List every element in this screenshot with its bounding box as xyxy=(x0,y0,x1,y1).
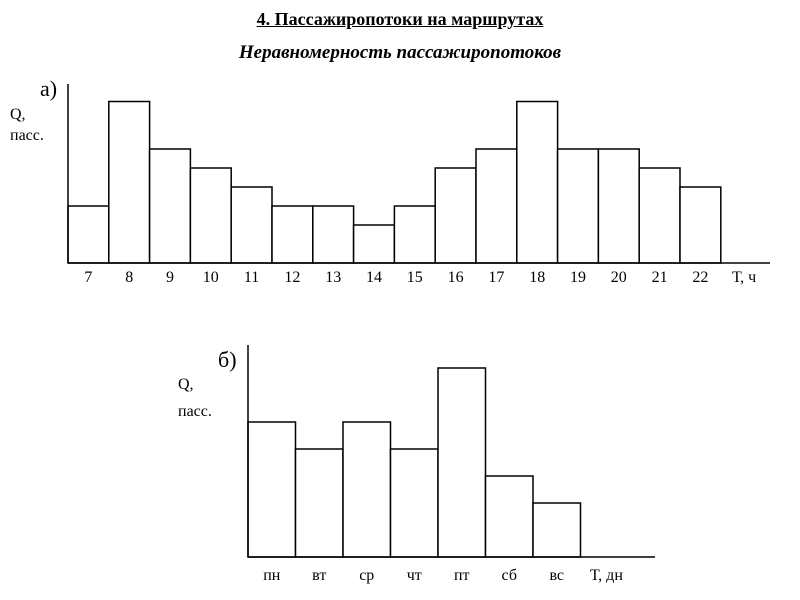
ylabel-a-unit: пасс. xyxy=(10,127,44,144)
hourly-bar xyxy=(108,100,151,264)
hourly-bar xyxy=(148,148,192,264)
weekly-tick-label: вт xyxy=(312,567,326,584)
chart-weekly: б) Q, пасс. Т, дн пн вт ср чт пт сб вс xyxy=(178,345,655,584)
hourly-bar xyxy=(434,167,477,264)
weekly-tick-label: ср xyxy=(359,567,374,584)
weekly-tick-label: вс xyxy=(549,567,564,584)
ylabel-b-unit: пасс. xyxy=(178,403,212,420)
hourly-tick-label: 9 xyxy=(166,269,174,286)
hourly-tick-label: 7 xyxy=(84,269,92,286)
hourly-bar xyxy=(352,224,396,264)
weekly-bar xyxy=(532,502,582,558)
weekly-tick-label: пт xyxy=(454,567,470,584)
hourly-tick-label: 15 xyxy=(407,269,423,286)
weekly-bar xyxy=(294,448,344,558)
panel-label-a: а) xyxy=(40,76,57,101)
hourly-tick-label: 16 xyxy=(448,269,464,286)
bars-weekly xyxy=(247,367,582,558)
hourly-bar xyxy=(638,167,681,264)
hourly-bar xyxy=(679,186,722,264)
hourly-tick-label: 10 xyxy=(203,269,219,286)
hourly-tick-label: 21 xyxy=(652,269,668,286)
ylabel-b-q: Q, xyxy=(178,376,194,393)
hourly-tick-label: 18 xyxy=(529,269,545,286)
hourly-bar xyxy=(230,186,273,264)
hourly-tick-label: 13 xyxy=(325,269,341,286)
hourly-bar xyxy=(475,148,518,264)
panel-label-b: б) xyxy=(218,347,237,372)
weekly-tick-label: пн xyxy=(263,567,281,584)
hourly-bar xyxy=(189,167,232,264)
weekly-bar xyxy=(437,367,487,558)
hourly-tick-label: 14 xyxy=(366,269,382,286)
chart-hourly: а) Q, пасс. Т, ч 7 8 9 10 11 12 13 14 15 16 17 18 19… xyxy=(10,76,770,286)
hourly-tick-label: 22 xyxy=(692,269,708,286)
bars-hourly xyxy=(67,100,722,264)
hourly-bar xyxy=(67,205,110,264)
weekly-bar xyxy=(389,448,439,558)
weekly-bar xyxy=(342,421,392,558)
hourly-bar xyxy=(271,205,314,264)
weekly-bar xyxy=(484,475,534,558)
ticks-weekly: пн вт ср чт пт сб вс xyxy=(263,567,564,584)
page-title: 4. Пассажиропотоки на маршрутах xyxy=(256,9,544,29)
hourly-tick-label: 17 xyxy=(488,269,504,286)
hourly-bar xyxy=(597,148,640,264)
hourly-bar xyxy=(516,100,559,264)
ylabel-a-q: Q, xyxy=(10,106,26,123)
hourly-tick-label: 8 xyxy=(125,269,133,286)
weekly-bar xyxy=(247,421,297,558)
hourly-tick-label: 20 xyxy=(611,269,627,286)
ticks-hourly: 7 8 9 10 11 12 13 14 15 16 17 18 19 20 21 22 xyxy=(84,269,708,286)
hourly-bar xyxy=(393,205,436,264)
hourly-bar xyxy=(556,148,600,264)
hourly-tick-label: 11 xyxy=(244,269,259,286)
xlabel-b: Т, дн xyxy=(590,567,623,584)
page-subtitle: Неравномерность пассажиропотоков xyxy=(238,42,562,63)
hourly-tick-label: 12 xyxy=(284,269,300,286)
hourly-bar xyxy=(312,205,355,264)
weekly-tick-label: сб xyxy=(502,567,517,584)
weekly-tick-label: чт xyxy=(407,567,422,584)
hourly-tick-label: 19 xyxy=(570,269,586,286)
xlabel-a: Т, ч xyxy=(732,269,756,286)
